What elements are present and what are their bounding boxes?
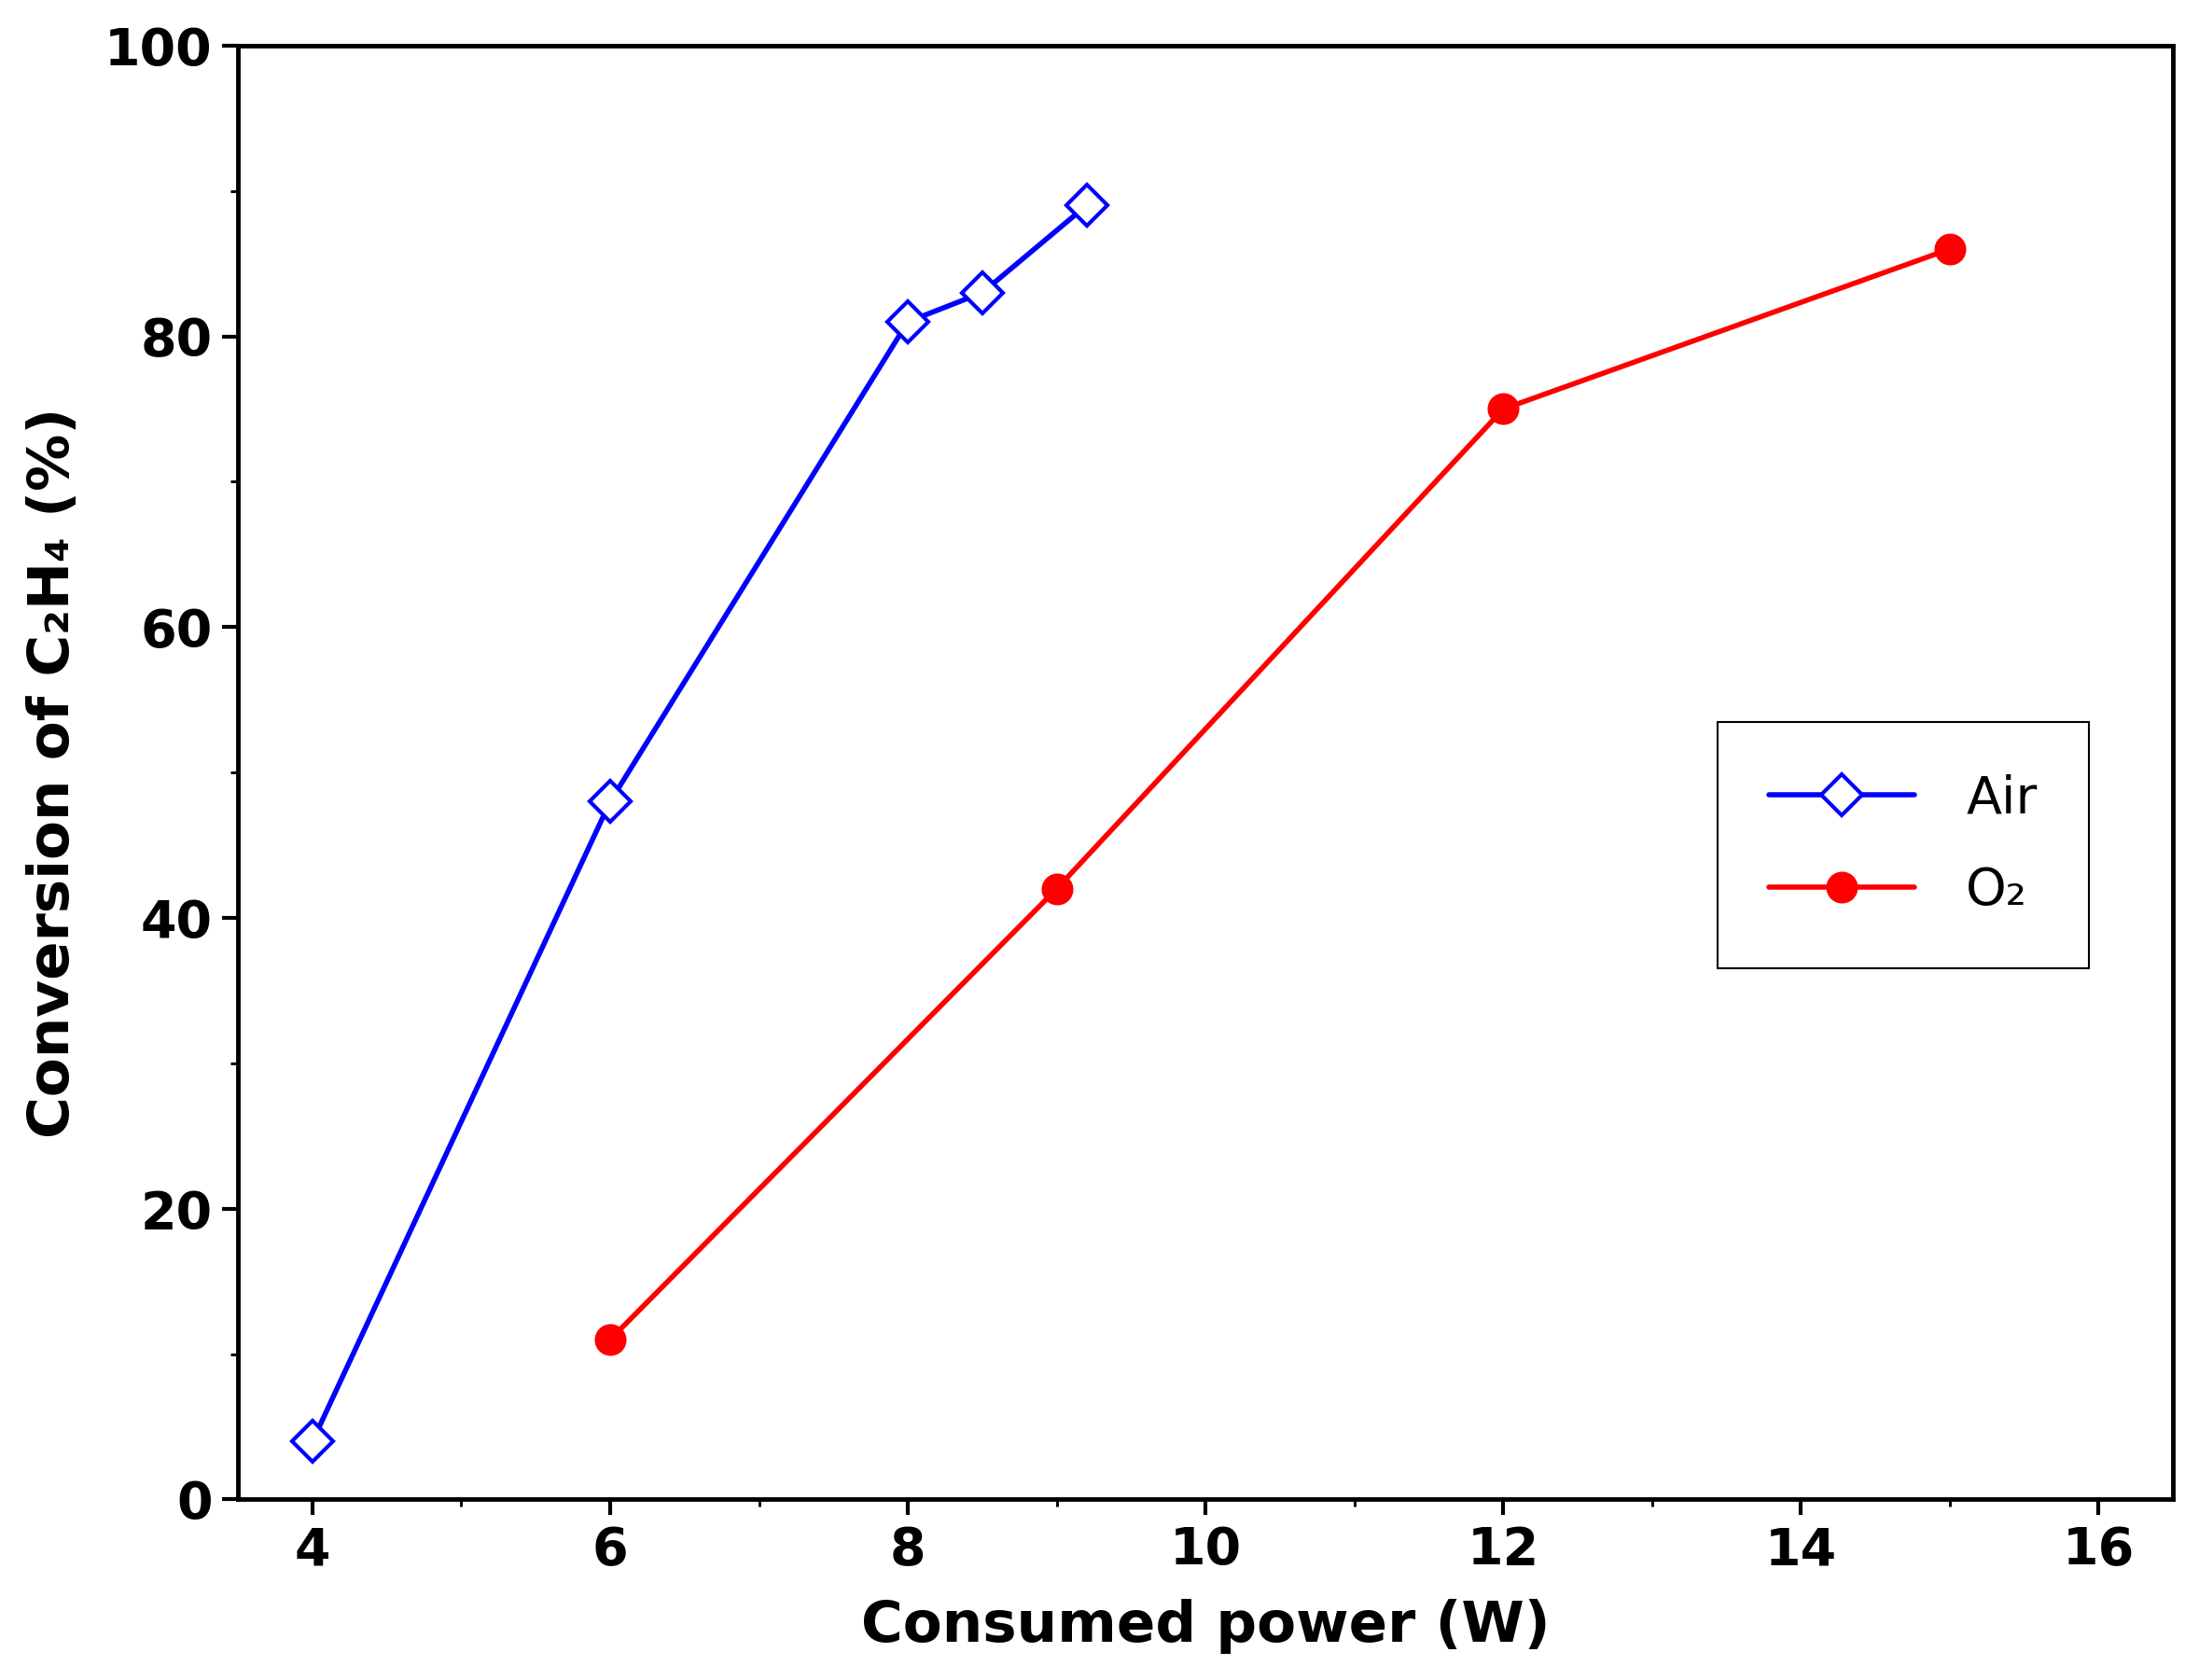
Line: Air: Air: [299, 192, 1102, 1455]
Y-axis label: Conversion of C₂H₄ (%): Conversion of C₂H₄ (%): [26, 407, 81, 1137]
Air: [1073, 195, 1100, 215]
O₂: [1045, 879, 1071, 899]
Air: [299, 1431, 325, 1452]
Line: O₂: O₂: [596, 235, 1964, 1354]
Air: [895, 312, 921, 333]
Legend: Air, O₂: Air, O₂: [1717, 722, 2089, 968]
O₂: [596, 1329, 622, 1349]
O₂: [1491, 398, 1517, 418]
X-axis label: Consumed power (W): Consumed power (W): [862, 1599, 1550, 1655]
Air: [970, 282, 996, 302]
Air: [596, 791, 622, 811]
O₂: [1937, 239, 1964, 259]
